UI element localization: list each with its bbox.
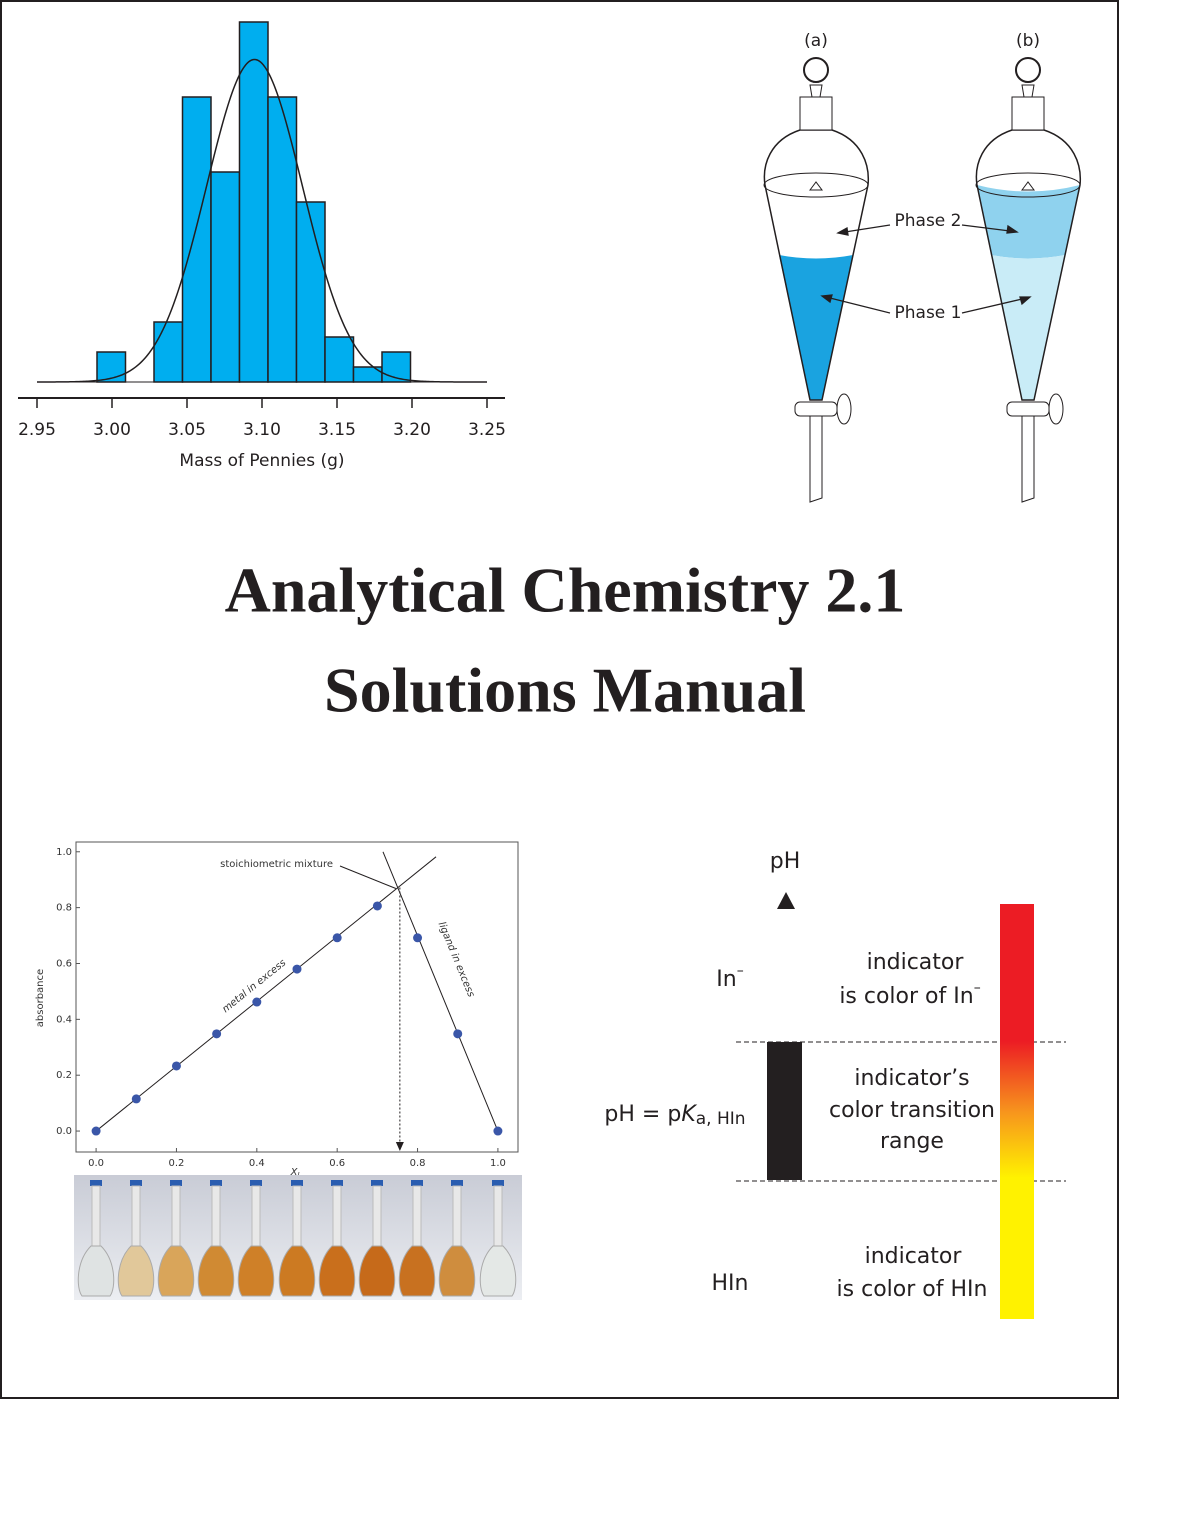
point bbox=[292, 964, 302, 974]
marker-arrow bbox=[395, 1142, 404, 1151]
funnel-a bbox=[763, 57, 870, 503]
histogram: Mass of Pennies (g) 2.95 3.00 3.05 3.10 3.15… bbox=[18, 21, 506, 471]
panel-label: (b) bbox=[1016, 31, 1040, 51]
y-tick-label: 0.2 bbox=[56, 1070, 72, 1081]
species-text: In bbox=[716, 967, 736, 992]
y-tick-label: 0.8 bbox=[56, 903, 72, 914]
bar bbox=[324, 336, 355, 383]
x-tick-label: 2.95 bbox=[18, 420, 56, 440]
title-line: Solutions Manual bbox=[324, 655, 806, 726]
x-tick-label: 0.0 bbox=[88, 1158, 104, 1169]
x-tick-label: 3.15 bbox=[318, 420, 356, 440]
y-tick-label: 0.6 bbox=[56, 958, 72, 969]
funnel-b bbox=[975, 57, 1082, 503]
point bbox=[131, 1094, 141, 1104]
axis-arrow bbox=[777, 892, 795, 909]
y-tick-label: 1.0 bbox=[56, 847, 72, 858]
point bbox=[332, 933, 342, 943]
point bbox=[372, 901, 382, 911]
title-line: Analytical Chemistry 2.1 bbox=[225, 555, 906, 626]
x-tick-label: 3.05 bbox=[168, 420, 206, 440]
bar bbox=[96, 351, 127, 383]
bar bbox=[267, 96, 298, 383]
y-tick-label: 0.4 bbox=[56, 1014, 72, 1025]
pka-italic: K bbox=[681, 1102, 697, 1127]
x-tick-label: 3.20 bbox=[393, 420, 431, 440]
x-tick-label: 0.4 bbox=[249, 1158, 265, 1169]
y-axis-label: absorbance bbox=[35, 969, 46, 1027]
marker-label: stoichiometric mixture bbox=[220, 859, 333, 870]
pka-sub: a, HIn bbox=[696, 1109, 746, 1129]
point bbox=[413, 933, 423, 943]
arrows bbox=[820, 224, 1032, 314]
x-tick-label: 0.6 bbox=[329, 1158, 345, 1169]
species: HIn bbox=[712, 1271, 749, 1296]
color-bar bbox=[1000, 904, 1034, 1319]
fit-line bbox=[95, 856, 437, 1132]
species-sup: – bbox=[737, 963, 744, 979]
x-tick-label: 3.00 bbox=[93, 420, 131, 440]
x-tick-label: 1.0 bbox=[490, 1158, 506, 1169]
line-label: metal in excess bbox=[220, 957, 288, 1015]
note-sup: – bbox=[974, 980, 981, 996]
note: indicator bbox=[865, 1244, 963, 1269]
plot-frame bbox=[75, 841, 519, 1153]
note: indicator bbox=[867, 950, 965, 975]
y-tick-label: 0.0 bbox=[56, 1126, 72, 1137]
separatory-funnels: (a) (b) Phase 2 Phase 1 bbox=[763, 31, 1082, 503]
marker-pointer bbox=[339, 865, 397, 889]
note: color transition bbox=[829, 1098, 995, 1123]
x-tick-label: 0.8 bbox=[410, 1158, 426, 1169]
page-border bbox=[0, 0, 1119, 1399]
x-tick-label: 3.10 bbox=[243, 420, 281, 440]
phase-label: Phase 2 bbox=[895, 211, 962, 231]
species: In– bbox=[716, 963, 743, 992]
bar bbox=[181, 96, 212, 383]
axis-label: pH bbox=[770, 849, 801, 874]
note: is color of HIn bbox=[837, 1277, 988, 1302]
point bbox=[212, 1029, 222, 1039]
note: range bbox=[880, 1129, 944, 1154]
bar bbox=[381, 351, 412, 383]
fit-line bbox=[382, 851, 499, 1132]
panel-label: (a) bbox=[804, 31, 828, 51]
pka-text: pH = p bbox=[604, 1102, 681, 1127]
x-axis-label: Mass of Pennies (g) bbox=[179, 451, 344, 471]
x-tick-label: 3.25 bbox=[468, 420, 506, 440]
point bbox=[91, 1126, 101, 1136]
bar bbox=[238, 21, 269, 383]
x-axis-label-main: X bbox=[290, 1167, 299, 1178]
point bbox=[493, 1126, 503, 1136]
line-label: ligand in excess bbox=[436, 920, 477, 998]
bar bbox=[153, 321, 184, 383]
note: indicator’s bbox=[854, 1066, 969, 1091]
phase-label: Phase 1 bbox=[895, 303, 962, 323]
point bbox=[252, 997, 262, 1007]
note: is color of In– bbox=[839, 980, 980, 1009]
point bbox=[453, 1029, 463, 1039]
note-text: is color of In bbox=[839, 984, 973, 1009]
bar bbox=[295, 201, 326, 383]
fit-curve bbox=[37, 58, 487, 383]
x-tick-label: 0.2 bbox=[169, 1158, 185, 1169]
pka-label: pH = pKa, HIn bbox=[604, 1102, 745, 1129]
bar bbox=[210, 171, 241, 383]
indicator-diagram: pH In– indicator is color of In– pH = pK… bbox=[604, 849, 1066, 1319]
point bbox=[171, 1061, 181, 1071]
transition-bar bbox=[767, 1042, 802, 1180]
jobs-plot: absorbance XL 0.00.20.40.60.81.00.00.20.… bbox=[35, 841, 522, 1300]
